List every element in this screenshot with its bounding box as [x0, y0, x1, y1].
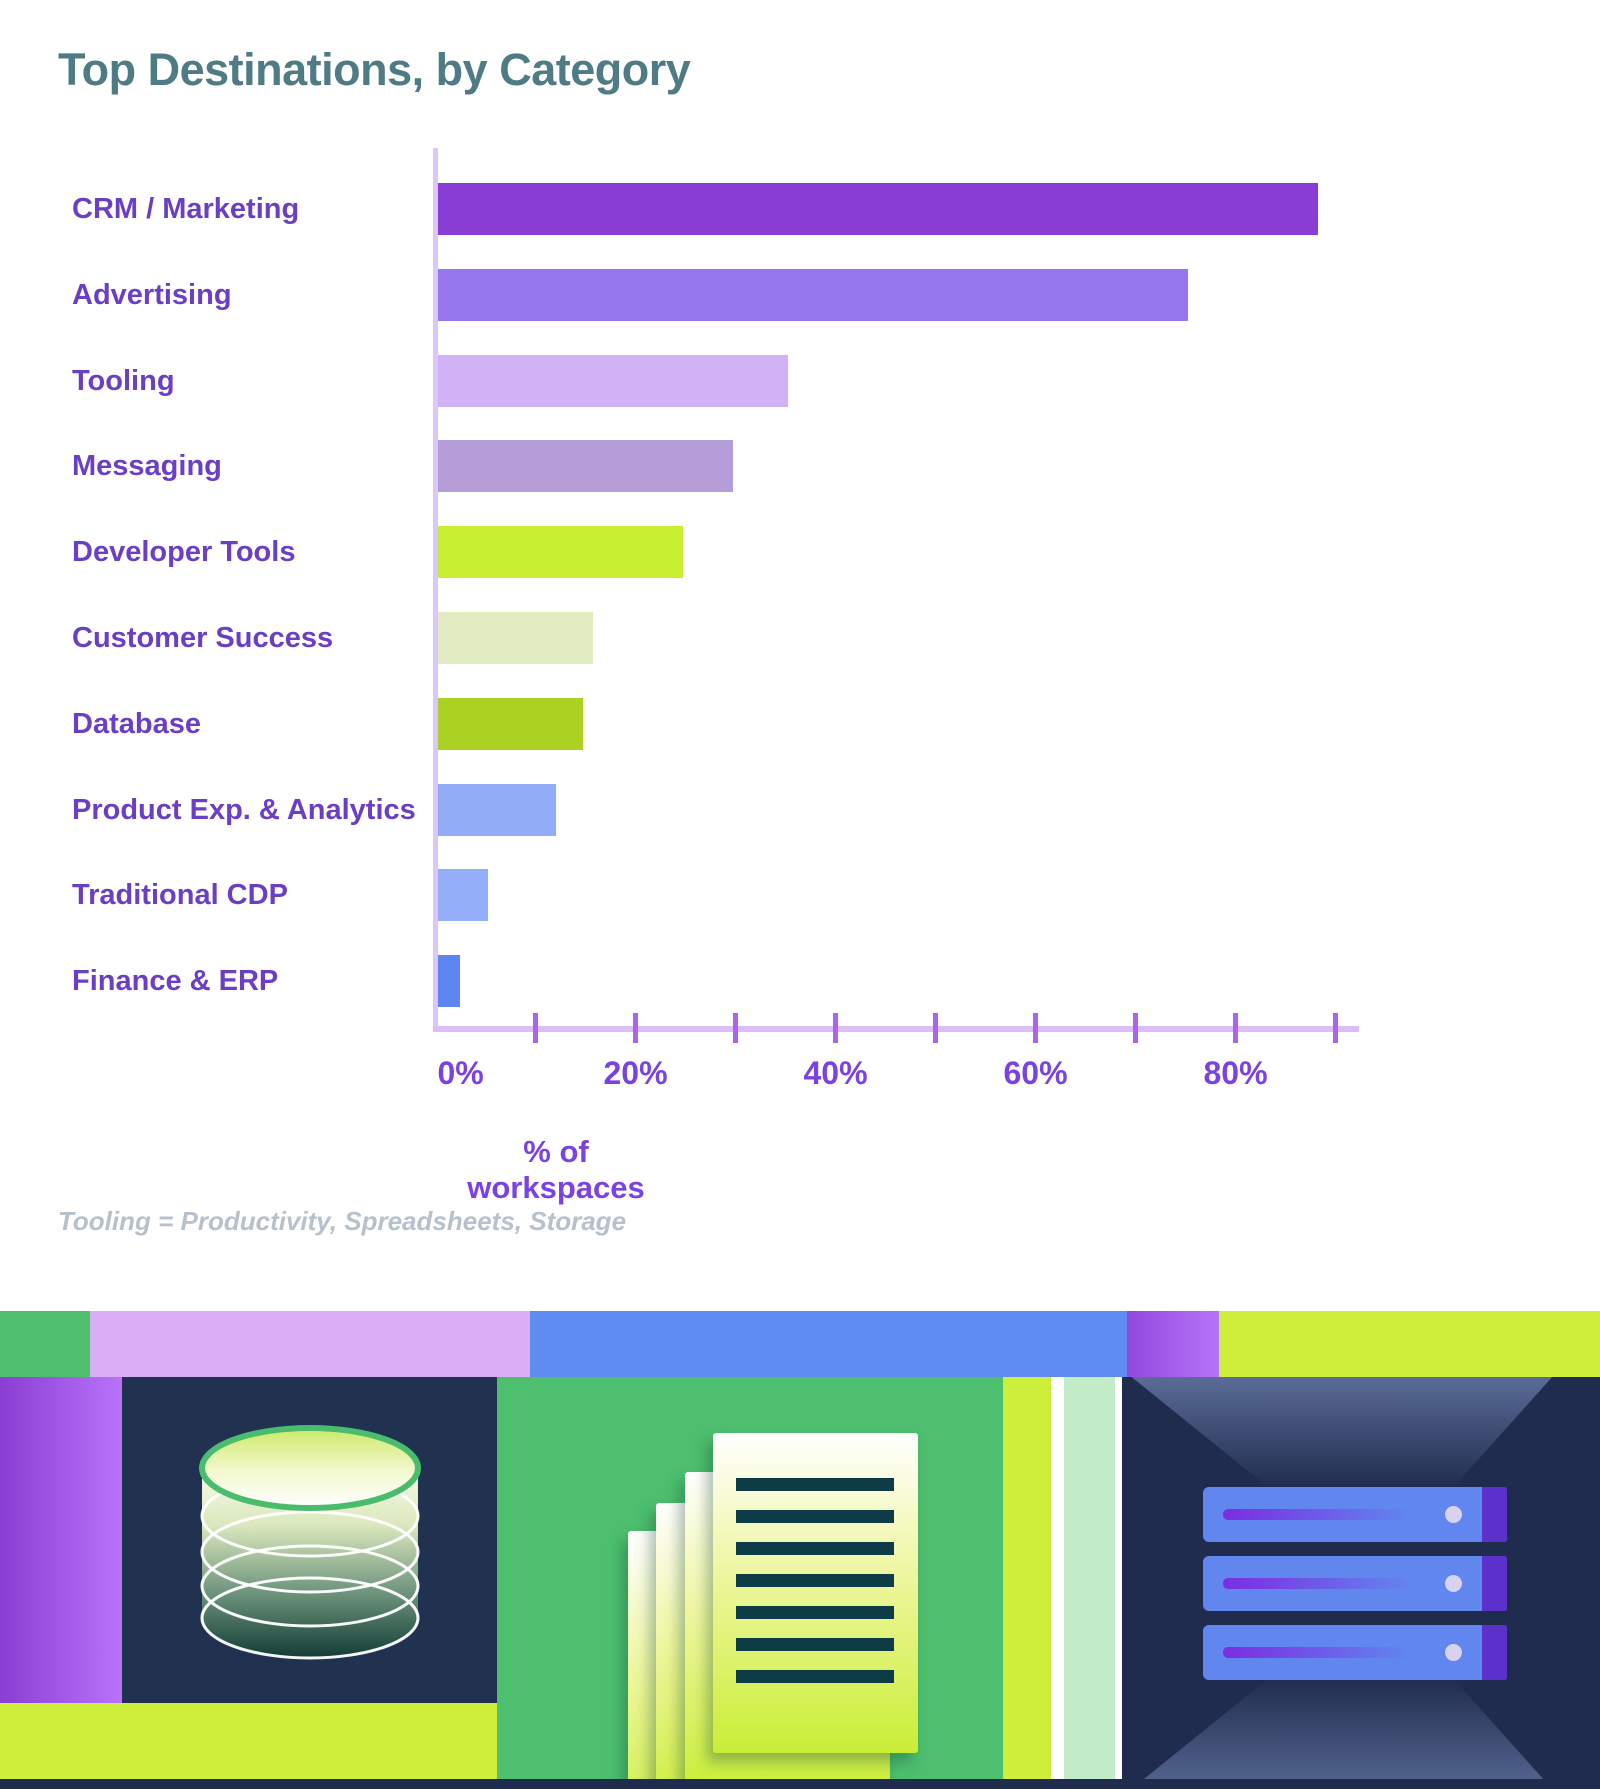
x-tick [533, 1013, 538, 1043]
color-stripe-band [0, 1311, 1600, 1377]
database-panel [122, 1377, 497, 1703]
server-unit [1203, 1625, 1507, 1680]
vertical-mint-stripe [1064, 1377, 1115, 1789]
document-text-line [736, 1574, 894, 1587]
server-panel [1122, 1377, 1600, 1789]
document-page [713, 1433, 918, 1753]
chart-footnote: Tooling = Productivity, Spreadsheets, St… [58, 1206, 627, 1236]
light-beam-bottom [1131, 1677, 1553, 1789]
server-end-cap [1482, 1556, 1507, 1611]
bar-developer-tools [438, 526, 683, 578]
bar-finance-erp [438, 955, 460, 1007]
x-axis-title: % of workspaces [467, 1134, 645, 1205]
x-tick-label: 20% [603, 1055, 668, 1091]
server-led [1445, 1575, 1462, 1592]
x-tick-label: 80% [1203, 1055, 1268, 1091]
category-label: Database [72, 708, 201, 740]
server-led [1445, 1506, 1462, 1523]
category-label: Advertising [72, 279, 232, 311]
category-label: CRM / Marketing [72, 193, 300, 225]
server-end-cap [1482, 1487, 1507, 1542]
server-unit [1203, 1487, 1507, 1542]
x-tick [1133, 1013, 1138, 1043]
document-text-line [736, 1670, 894, 1683]
bar-tooling [438, 355, 788, 407]
x-tick [833, 1013, 838, 1043]
x-tick [733, 1013, 738, 1043]
x-axis-line [433, 1026, 1359, 1032]
document-text-line [736, 1542, 894, 1555]
x-tick-label: 0% [437, 1055, 484, 1091]
category-label: Product Exp. & Analytics [72, 794, 416, 826]
document-text-line [736, 1510, 894, 1523]
bottom-navy-strip [0, 1779, 1600, 1789]
document-text-line [736, 1478, 894, 1491]
server-slot [1223, 1509, 1410, 1520]
bar-advertising [438, 269, 1188, 321]
lime-bottom-band [0, 1703, 497, 1782]
category-label: Finance & ERP [72, 965, 279, 997]
category-label: Messaging [72, 450, 222, 482]
x-tick [933, 1013, 938, 1043]
server-end-cap [1482, 1625, 1507, 1680]
bar-traditional-cdp [438, 869, 488, 921]
x-tick [1333, 1013, 1338, 1043]
stripe-segment [530, 1311, 1127, 1377]
x-tick [1233, 1013, 1238, 1043]
light-beam-top [1131, 1377, 1553, 1489]
stripe-segment [1219, 1311, 1600, 1377]
document-text-line [736, 1606, 894, 1619]
server-led [1445, 1644, 1462, 1661]
page-title: Top Destinations, by Category [58, 44, 691, 95]
x-tick [633, 1013, 638, 1043]
document-text-line [736, 1638, 894, 1651]
illustration-band [0, 1377, 1600, 1789]
x-tick-label: 40% [803, 1055, 868, 1091]
x-tick-label: 60% [1003, 1055, 1068, 1091]
purple-gradient-strip [0, 1377, 122, 1703]
vertical-lime-stripe [1003, 1377, 1051, 1789]
server-slot [1223, 1647, 1410, 1658]
y-axis-line [433, 148, 438, 1031]
server-unit [1203, 1556, 1507, 1611]
x-tick [1033, 1013, 1038, 1043]
category-label: Tooling [72, 365, 175, 397]
bar-messaging [438, 440, 733, 492]
stripe-segment [90, 1311, 530, 1377]
bar-customer-success [438, 612, 593, 664]
bar-crm-marketing [438, 183, 1318, 235]
server-slot [1223, 1578, 1410, 1589]
stripe-segment [0, 1311, 90, 1377]
bar-database [438, 698, 583, 750]
category-label: Developer Tools [72, 536, 296, 568]
bar-product-exp-analytics [438, 784, 556, 836]
category-label: Traditional CDP [72, 879, 288, 911]
database-cylinder-icon [199, 1425, 421, 1660]
stripe-segment [1127, 1311, 1219, 1377]
category-label: Customer Success [72, 622, 334, 654]
